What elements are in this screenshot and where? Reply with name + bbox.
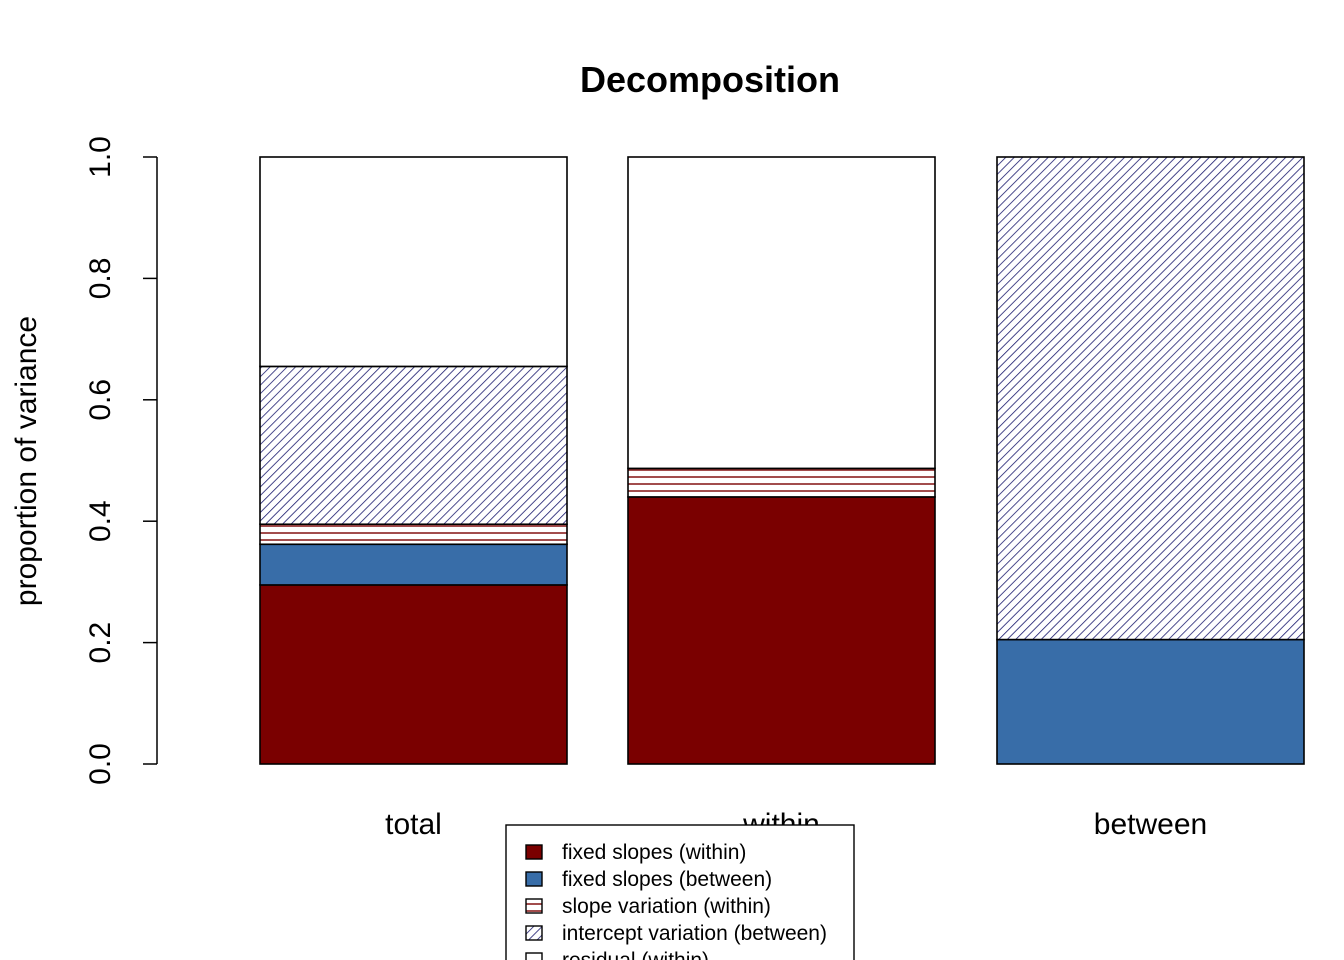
bar-segment-total-1 — [259, 543, 568, 586]
bar-segment-total-4 — [259, 156, 568, 368]
legend-entry: slope variation (within) — [562, 895, 771, 918]
legend-entry: residual (within) — [562, 949, 709, 960]
bar-segment-within-2 — [627, 467, 936, 498]
category-label-total: total — [385, 808, 442, 841]
y-tick-label: 1.0 — [84, 136, 117, 178]
chart-title: Decomposition — [580, 59, 840, 100]
y-tick-label: 0.4 — [84, 500, 117, 542]
y-tick-label: 0.0 — [84, 743, 117, 785]
legend-swatch — [525, 844, 543, 860]
bar-segment-within-0 — [627, 496, 936, 765]
y-tick-label: 0.6 — [84, 379, 117, 421]
y-tick-label: 0.2 — [84, 622, 117, 664]
bars — [259, 156, 1305, 765]
legend-box — [505, 824, 855, 960]
legend-entry: fixed slopes (between) — [562, 868, 772, 891]
y-tick-label: 0.8 — [84, 258, 117, 300]
y-axis-label: proportion of variance — [10, 316, 43, 606]
bar-segment-total-0 — [259, 584, 568, 765]
legend-swatch — [525, 898, 543, 914]
legend-swatch — [525, 952, 543, 960]
legend-entry: intercept variation (between) — [562, 922, 827, 945]
category-label-between: between — [1094, 808, 1207, 841]
bar-segment-between-1 — [996, 638, 1305, 765]
bar-segment-total-2 — [259, 523, 568, 546]
y-axis: 0.0 0.2 0.4 0.6 0.8 1.0 — [84, 136, 158, 785]
bar-segment-between-3 — [996, 156, 1305, 641]
bar-segment-within-4 — [627, 156, 936, 470]
legend-swatch — [525, 871, 543, 887]
legend-swatch — [525, 925, 543, 941]
legend-entry: fixed slopes (within) — [562, 841, 746, 864]
legend: fixed slopes (within) fixed slopes (betwe… — [505, 824, 855, 960]
bar-segment-total-3 — [259, 365, 568, 526]
